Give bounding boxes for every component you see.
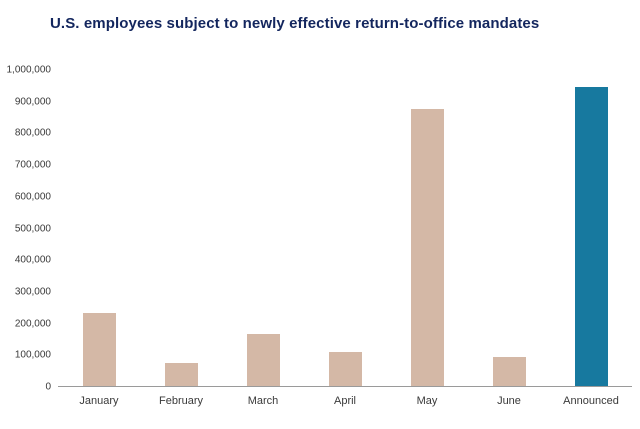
y-axis: 0 100,000 200,000 300,000 400,000 500,000 600,… (0, 65, 58, 393)
bar-slot-march (222, 70, 304, 386)
y-axis-tick-label: 700,000 (14, 159, 51, 171)
x-axis: January February March April May June Announce… (58, 387, 640, 407)
y-axis-tick-label: 200,000 (14, 318, 51, 330)
bar-january (82, 312, 116, 386)
bar-slot-june (468, 70, 550, 386)
bar-february (164, 363, 198, 386)
y-axis-tick-label: 300,000 (14, 286, 51, 298)
y-axis-tick-label: 600,000 (14, 191, 51, 203)
x-axis-label-announced: Announced (563, 395, 619, 407)
x-axis-label-february: February (158, 395, 204, 407)
bar-june (492, 356, 526, 386)
x-axis-label-january: January (79, 395, 119, 407)
bar-chart: 0 100,000 200,000 300,000 400,000 500,000 600,… (0, 65, 640, 393)
y-axis-tick-label: 400,000 (14, 254, 51, 266)
bar-slot-april (304, 70, 386, 386)
y-axis-tick-label: 100,000 (14, 349, 51, 361)
bar-march (246, 333, 280, 386)
bar-slot-announced (550, 70, 632, 386)
y-axis-tick-label: 900,000 (14, 96, 51, 108)
bar-announced (574, 87, 608, 386)
bar-slot-january (58, 70, 140, 386)
x-axis-label-june: June (497, 395, 521, 407)
bar-april (328, 352, 362, 386)
y-axis-tick-label: 800,000 (14, 127, 51, 139)
bar-may (410, 108, 444, 386)
plot-area (58, 70, 632, 387)
y-axis-tick-label: 500,000 (14, 223, 51, 234)
x-axis-label-march: March (247, 395, 279, 407)
bar-slot-may (386, 70, 468, 386)
y-axis-tick-label: 0 (45, 381, 51, 393)
x-axis-label-may: May (416, 395, 438, 407)
y-axis-tick-label: 1,000,000 (6, 64, 52, 76)
chart-title: U.S. employees subject to newly effectiv… (50, 15, 540, 32)
x-axis-label-april: April (333, 395, 356, 407)
bar-slot-february (140, 70, 222, 386)
